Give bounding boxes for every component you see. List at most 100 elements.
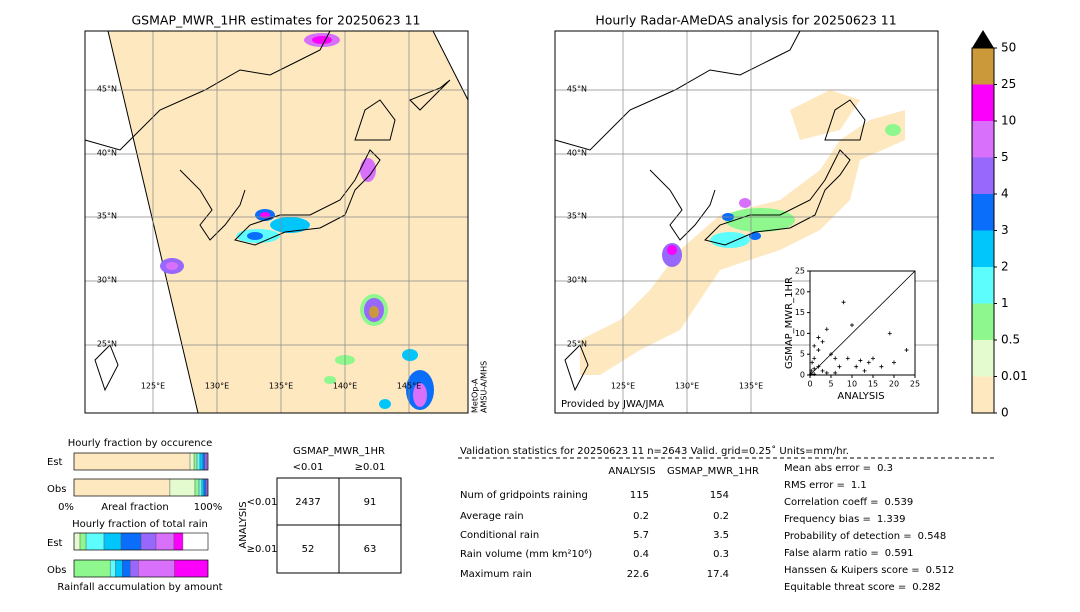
scatter-point bbox=[879, 364, 884, 369]
fraction-segment bbox=[130, 559, 139, 578]
colorbar-label: 0 bbox=[1001, 406, 1009, 420]
score-label: Correlation coeff = bbox=[784, 497, 879, 508]
scatter-point bbox=[850, 323, 854, 328]
x-tick-label: 25 bbox=[910, 380, 920, 389]
fraction-segment bbox=[138, 559, 175, 578]
fraction-segment bbox=[79, 532, 87, 551]
y-tick-label: 5 bbox=[800, 350, 805, 359]
row-label: Obs bbox=[47, 565, 66, 576]
axis-label: Areal fraction bbox=[101, 502, 168, 513]
fraction-segment bbox=[201, 478, 204, 497]
fraction-segment bbox=[73, 452, 191, 471]
y-tick-label: 25 bbox=[795, 267, 805, 276]
chart-title: Hourly fraction of total rain bbox=[72, 519, 208, 530]
cell: 0.3 bbox=[713, 549, 729, 560]
colorbar-label: 0.01 bbox=[1001, 369, 1028, 383]
column-title: GSMAP_MWR_1HR bbox=[293, 446, 385, 457]
score-label: Frequency bias = bbox=[784, 514, 871, 525]
cell: 17.4 bbox=[707, 569, 729, 580]
cell: 63 bbox=[364, 544, 377, 555]
fraction-segment bbox=[193, 452, 198, 471]
satellite-label: MetOp-A bbox=[471, 378, 480, 413]
fraction-segment bbox=[115, 559, 123, 578]
rain-blobs bbox=[580, 90, 905, 375]
colorbar-band bbox=[972, 267, 994, 304]
row-label: Num of gridpoints raining bbox=[460, 490, 588, 501]
cell: 154 bbox=[710, 490, 729, 501]
caption: Rainfall accumulation by amount bbox=[57, 582, 222, 593]
column-label: <0.01 bbox=[293, 462, 324, 473]
bar-frame bbox=[73, 452, 209, 471]
lon-label: 125°E bbox=[611, 382, 635, 391]
lat-label: 45°N bbox=[567, 85, 587, 94]
fraction-segment bbox=[120, 532, 142, 551]
fraction-segment bbox=[122, 559, 131, 578]
fraction-segment bbox=[202, 452, 206, 471]
chart-title: Hourly fraction by occurence bbox=[68, 438, 212, 449]
score-value: 0.548 bbox=[918, 531, 947, 542]
scatter-point bbox=[824, 327, 829, 332]
fraction-segment bbox=[203, 478, 206, 497]
bar-frame bbox=[73, 478, 209, 497]
lat-label: 25°N bbox=[97, 340, 117, 349]
colorbar-band bbox=[972, 157, 994, 194]
fraction-charts: Hourly fraction by occurence Est Obs 0% … bbox=[47, 438, 223, 593]
fraction-segment bbox=[198, 478, 202, 497]
cell: 0.2 bbox=[633, 511, 649, 522]
score-label: RMS error = bbox=[784, 480, 845, 491]
y-tick-label: 0 bbox=[800, 371, 805, 380]
fraction-segment bbox=[173, 532, 184, 551]
cell: 0.4 bbox=[633, 549, 649, 560]
colorbar-label: 10 bbox=[1001, 114, 1016, 128]
lon-label: 145°E bbox=[397, 382, 421, 391]
fraction-segment bbox=[109, 559, 116, 578]
axis-label: 0% bbox=[58, 502, 74, 513]
fraction-segment bbox=[103, 532, 122, 551]
y-tick-label: 10 bbox=[795, 329, 805, 338]
lat-label: 40°N bbox=[567, 149, 587, 158]
colorbar-label: 2 bbox=[1001, 260, 1009, 274]
fraction-segment bbox=[174, 559, 209, 578]
scatter-point bbox=[904, 348, 909, 353]
fraction-segment bbox=[199, 452, 204, 471]
lat-label: 35°N bbox=[567, 212, 587, 221]
fraction-segment bbox=[73, 559, 111, 578]
cell: 0.2 bbox=[713, 511, 729, 522]
cell: 22.6 bbox=[627, 569, 649, 580]
score-label: Probability of detection = bbox=[784, 531, 912, 542]
map-frame bbox=[554, 30, 939, 414]
x-tick-label: 20 bbox=[889, 380, 899, 389]
scatter-point bbox=[816, 348, 821, 353]
scatter-point bbox=[816, 364, 821, 369]
contingency-table: GSMAP_MWR_1HR <0.01 ≥0.01 ANALYSIS <0.01… bbox=[238, 446, 402, 574]
coastlines bbox=[554, 30, 866, 392]
lon-label: 135°E bbox=[269, 382, 293, 391]
row-title: ANALYSIS bbox=[238, 501, 249, 548]
row-label: <0.01 bbox=[247, 497, 278, 508]
x-tick-label: 15 bbox=[868, 380, 878, 389]
cell: 115 bbox=[630, 490, 649, 501]
row-label: ≥0.01 bbox=[247, 544, 278, 555]
fraction-segment bbox=[155, 532, 175, 551]
scatter-point bbox=[862, 368, 867, 373]
lat-label: 25°N bbox=[567, 340, 587, 349]
bar-frame bbox=[73, 532, 209, 551]
scatter-point bbox=[866, 360, 871, 365]
score-label: Mean abs error = bbox=[784, 463, 871, 474]
colorbar-label: 5 bbox=[1001, 150, 1009, 164]
scatter-point bbox=[820, 368, 825, 373]
score-value: 0.539 bbox=[885, 497, 914, 508]
scatter-point bbox=[824, 370, 829, 375]
scatter-point bbox=[829, 352, 833, 357]
lon-label: 125°E bbox=[141, 382, 165, 391]
y-tick-label: 15 bbox=[795, 308, 805, 317]
x-tick-label: 0 bbox=[807, 380, 812, 389]
fraction-segment bbox=[204, 452, 208, 471]
cell: 5.7 bbox=[633, 530, 649, 541]
row-label: Maximum rain bbox=[460, 569, 532, 580]
fraction-segment bbox=[169, 478, 196, 497]
fraction-segment bbox=[73, 478, 171, 497]
scatter-point bbox=[833, 356, 838, 361]
fraction-segment bbox=[85, 532, 105, 551]
lon-label: 140°E bbox=[333, 382, 357, 391]
